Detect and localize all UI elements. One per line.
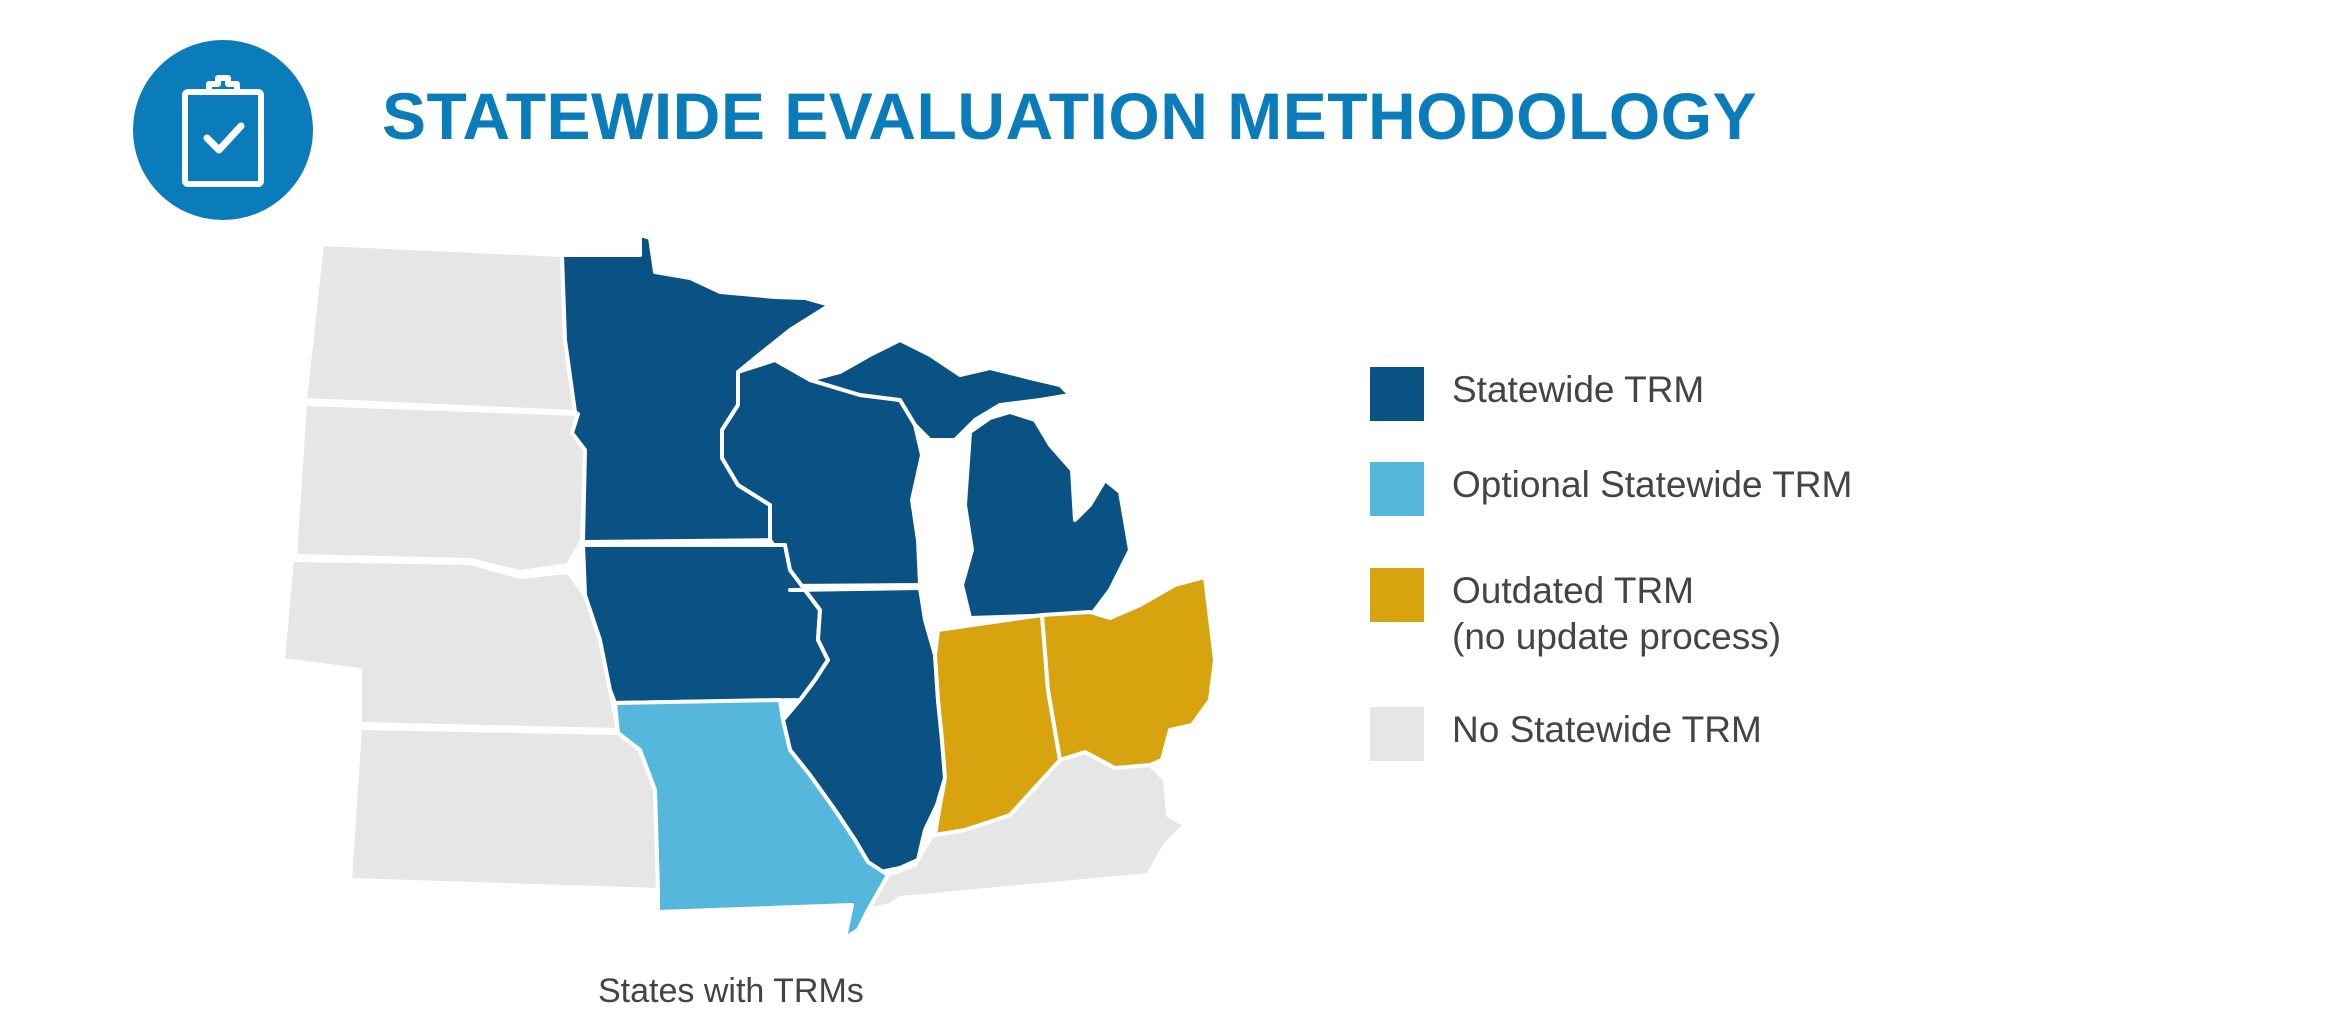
state-ohio [1040, 575, 1217, 770]
state-michigan-up [808, 338, 1072, 442]
legend-item-none: No Statewide TRM [1370, 707, 1762, 761]
legend-sublabel: (no update process) [1452, 616, 1782, 657]
state-nebraska [281, 558, 620, 732]
legend-swatch-optional [1370, 462, 1424, 516]
clipboard-check-icon [182, 75, 264, 187]
state-michigan-lp [960, 410, 1132, 620]
legend-label: Outdated TRM [1452, 570, 1694, 611]
legend-swatch-none [1370, 707, 1424, 761]
legend-swatch-outdated [1370, 568, 1424, 622]
legend-item-outdated: Outdated TRM (no update process) [1370, 568, 1781, 660]
state-missouri [613, 698, 890, 940]
legend-item-optional: Optional Statewide TRM [1370, 462, 1852, 516]
page-title: STATEWIDE EVALUATION METHODOLOGY [382, 79, 1758, 153]
state-iowa [581, 543, 830, 705]
legend-label: No Statewide TRM [1452, 709, 1762, 750]
map-caption: States with TRMs [598, 972, 864, 1010]
legend-label: Optional Statewide TRM [1452, 464, 1853, 505]
header-icon-circle [133, 40, 313, 220]
state-kansas [348, 726, 660, 892]
state-south-dakota [293, 402, 587, 574]
legend-label: Statewide TRM [1452, 369, 1705, 410]
legend-item-statewide: Statewide TRM [1370, 367, 1704, 421]
legend-swatch-statewide [1370, 367, 1424, 421]
state-north-dakota [303, 242, 577, 414]
